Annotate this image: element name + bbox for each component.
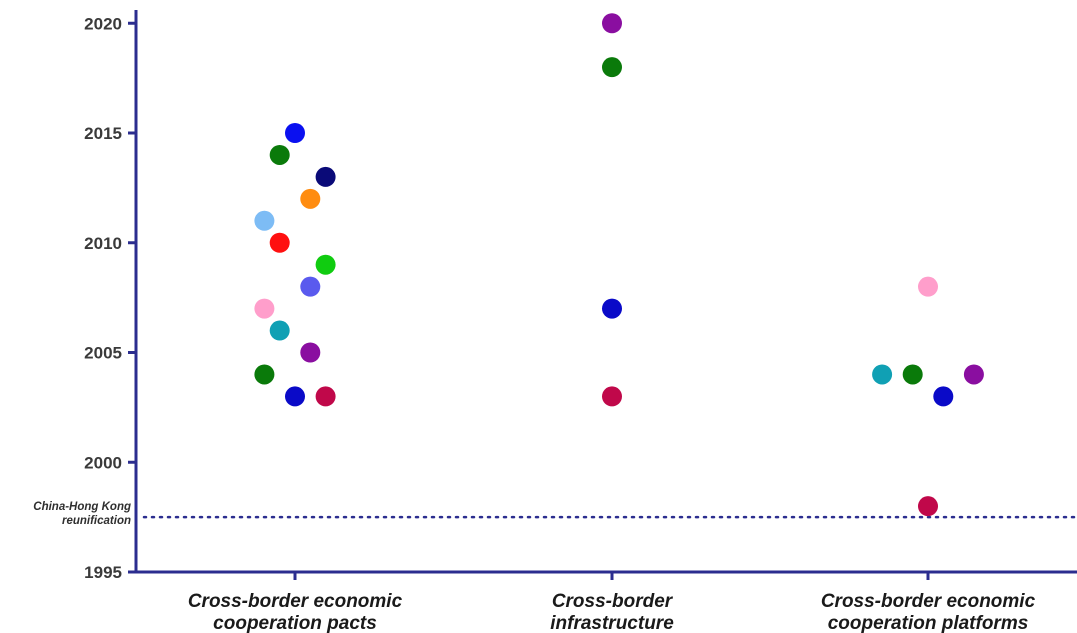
data-point [254,298,275,319]
y-tick-label: 2020 [84,14,122,33]
data-point [285,386,305,407]
x-category-label: cooperation platforms [828,613,1029,633]
y-ticks: 2020 2015 2010 2005 2000 1995 [84,14,136,582]
data-point [963,364,984,385]
data-point [315,386,336,407]
data-point [300,188,321,209]
data-point [254,364,275,385]
x-category-label: infrastructure [550,613,674,633]
data-point [269,232,290,253]
reference-line-label-line-2: reunification [62,515,131,527]
x-category-label: Cross-border [552,591,674,612]
data-point [902,364,923,385]
data-point [918,496,938,517]
x-category-label: Cross-border economic [821,591,1036,612]
data-point [918,276,938,297]
data-point [285,123,305,143]
data-point [254,210,275,231]
y-tick-label: 2010 [84,234,122,253]
reference-line-group: China-Hong Kong reunification [33,501,1077,527]
data-point [269,320,290,341]
data-point [602,57,622,78]
y-tick-label: 2000 [84,453,122,472]
data-point [602,13,622,34]
data-points [254,13,984,517]
data-point [315,254,336,275]
reference-line-label-line-1: China-Hong Kong [33,501,131,513]
x-category-label: cooperation pacts [213,613,377,633]
y-tick-label: 2015 [84,124,122,143]
data-point [602,298,622,319]
data-point [269,144,290,165]
data-point [933,386,954,407]
y-tick-label: 1995 [84,563,122,582]
data-point [315,166,336,187]
data-point [872,364,893,385]
data-point [300,342,321,363]
data-point [602,386,622,407]
x-category-label: Cross-border economic [188,591,403,612]
axes [134,10,1077,574]
data-point [300,276,321,297]
y-tick-label: 2005 [84,344,122,363]
